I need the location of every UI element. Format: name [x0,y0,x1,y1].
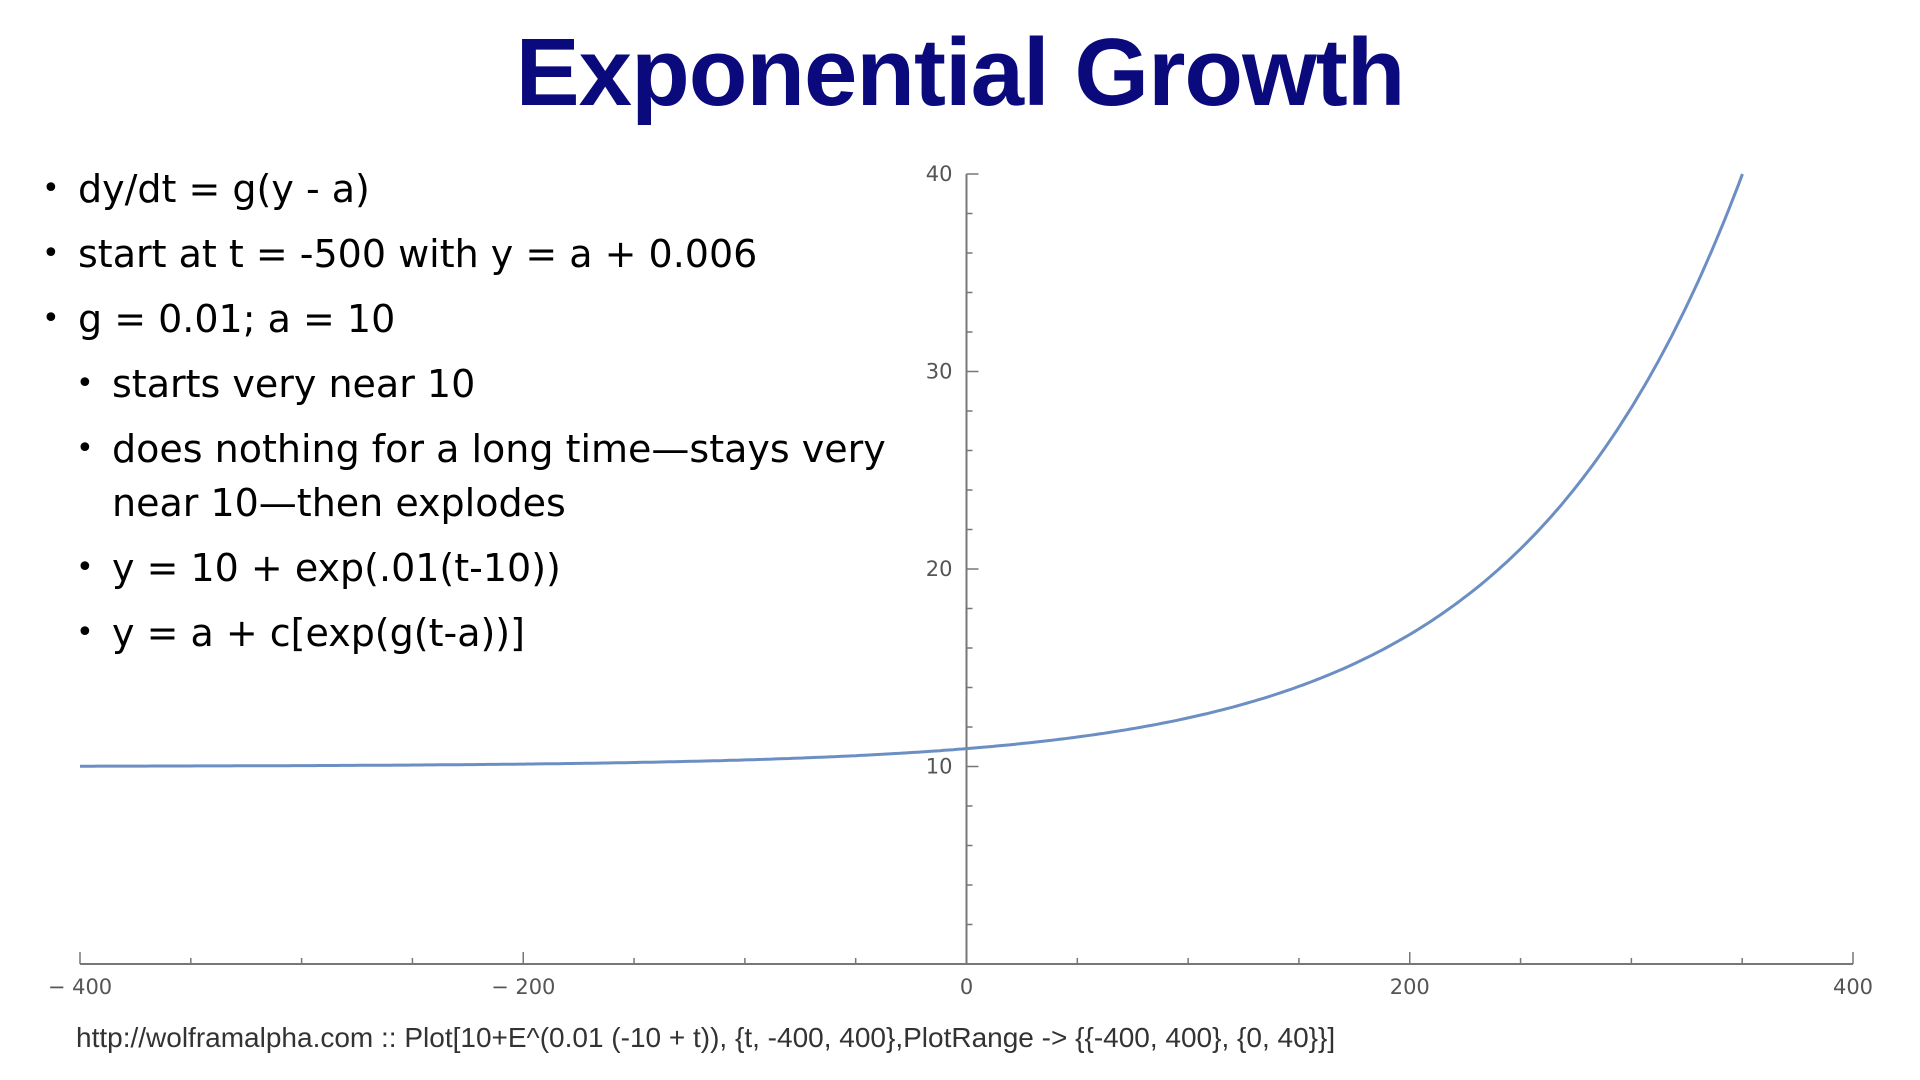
bullet-item: • starts very near 10 [40,357,900,411]
chart-ticks [79,173,1854,964]
bullet-dot: • [76,550,94,585]
y-tick-label: 20 [926,557,953,581]
bullet-dot: • [76,366,94,401]
bullet-text: dy/dt = g(y - a) [78,167,370,211]
bullet-item: • start at t = -500 with y = a + 0.006 [40,227,900,281]
chart-series [80,173,1744,768]
bullet-text: does nothing for a long time—stays very … [112,427,886,525]
bullet-item: • y = a + c[exp(g(t-a))] [40,606,900,660]
bullet-dot: • [76,615,94,650]
x-tick-label: 400 [1833,975,1873,999]
y-tick-label: 40 [926,162,953,186]
source-caption: http://wolframalpha.com :: Plot[10+E^(0.… [76,1022,1336,1053]
bullet-text: y = 10 + exp(.01(t-10)) [112,546,561,590]
bullet-item: • dy/dt = g(y - a) [40,162,900,216]
slide-title: Exponential Growth [515,19,1406,126]
bullet-text: start at t = -500 with y = a + 0.006 [78,232,758,276]
bullet-item: • g = 0.01; a = 10 [40,292,900,346]
bullet-text: starts very near 10 [112,362,476,406]
bullet-text: y = a + c[exp(g(t-a))] [112,611,525,655]
bullet-dot: • [42,171,60,206]
series-line [80,173,1744,768]
bullet-dot: • [76,431,94,466]
x-tick-label: − 200 [491,975,555,999]
y-tick-label: 10 [926,755,953,779]
x-tick-label: 0 [960,975,973,999]
bullet-item: • does nothing for a long time—stays very… [40,422,900,530]
bullet-text: g = 0.01; a = 10 [78,297,396,341]
chart-tick-labels: − 400 − 200 0 200 400 10 20 30 40 [48,162,1873,999]
y-tick-label: 30 [926,360,953,384]
bullet-dot: • [42,236,60,271]
bullet-item: • y = 10 + exp(.01(t-10)) [40,541,900,595]
x-tick-label: − 400 [48,975,112,999]
bullet-list: • dy/dt = g(y - a) • start at t = -500 with… [40,162,900,671]
x-tick-label: 200 [1390,975,1430,999]
bullet-dot: • [42,301,60,336]
